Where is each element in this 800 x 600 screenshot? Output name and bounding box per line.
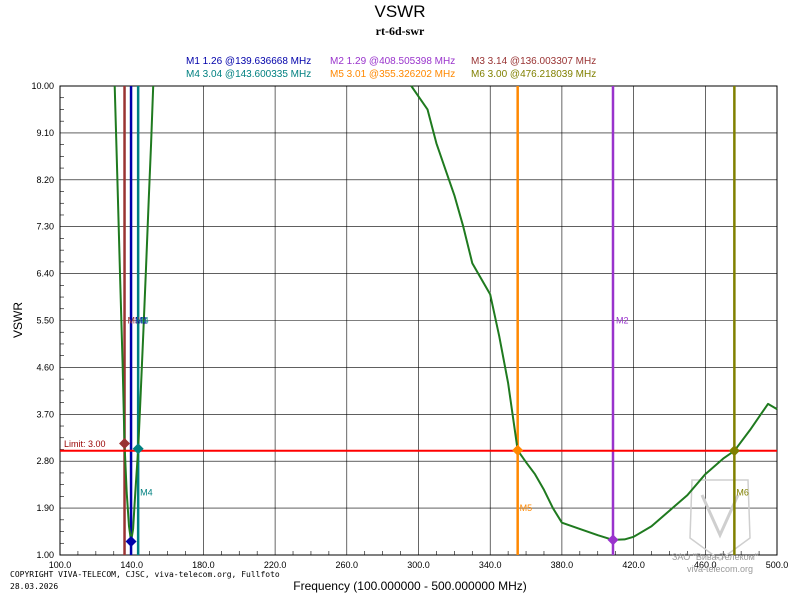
- grid: [59, 85, 778, 556]
- limit-group: Limit: 3.00: [60, 439, 777, 452]
- x-tick-label: 220.0: [264, 560, 287, 570]
- y-tick-label: 10.00: [31, 81, 54, 91]
- limit-label: Limit: 3.00: [64, 439, 106, 449]
- plot-label-m5: M5: [520, 503, 533, 513]
- vswr-series-line: [113, 85, 155, 543]
- vswr-series-line: [410, 85, 778, 541]
- plot-label-m4: M4: [140, 487, 153, 497]
- x-tick-label: 260.0: [336, 560, 359, 570]
- plot-label-m1: M1: [135, 316, 148, 326]
- legend-entry: M2 1.29 @408.505398 MHz: [330, 56, 455, 67]
- y-tick-label: 6.40: [36, 269, 54, 279]
- footer-copyright: COPYRIGHT VIVA-TELECOM, CJSC, viva-telec…: [10, 570, 280, 579]
- watermark-line1: ЗАО "Вива-Телеком": [672, 552, 758, 562]
- plot-label-m2: M2: [616, 316, 629, 326]
- y-tick-label: 4.60: [36, 362, 54, 372]
- y-tick-label: 1.00: [36, 550, 54, 560]
- marker-point-m2: [607, 534, 619, 546]
- x-tick-label: 180.0: [192, 560, 215, 570]
- x-tick-label: 460.0: [694, 560, 717, 570]
- x-tick-label: 380.0: [551, 560, 574, 570]
- x-tick-label: 500.0: [766, 560, 789, 570]
- x-tick-label: 340.0: [479, 560, 502, 570]
- series-group: [113, 85, 778, 543]
- watermark-line2: viva-telecom.org: [687, 564, 753, 574]
- plot-label-m4: M4: [136, 316, 149, 326]
- marker-legend: M1 1.26 @139.636668 MHz M2 1.29 @408.5053…: [186, 56, 596, 80]
- footer-date: 28.03.2026: [10, 582, 58, 591]
- marker-point-m3: [119, 437, 131, 449]
- legend-entry: M3 3.14 @136.003307 MHz: [471, 56, 596, 67]
- watermark-v-icon: [700, 494, 740, 539]
- y-tick-label: 9.10: [36, 128, 54, 138]
- plot-label-m6: M6: [736, 487, 749, 497]
- y-tick-label: 2.80: [36, 456, 54, 466]
- marker-point-m6: [728, 445, 740, 457]
- x-axis-label: Frequency (100.000000 - 500.000000 MHz): [293, 579, 526, 593]
- x-tick-label: 100.0: [49, 560, 72, 570]
- chart-subtitle: rt-6d-swr: [376, 24, 425, 38]
- legend-entry: M1 1.26 @139.636668 MHz: [186, 56, 311, 67]
- x-tick-label: 140.0: [120, 560, 143, 570]
- y-axis-label: VSWR: [11, 302, 25, 338]
- y-tick-labels: 1.00 1.90 2.80 3.70 4.60 5.50 6.40 7.30 8.20 9.10…: [31, 81, 54, 560]
- y-tick-label: 8.20: [36, 175, 54, 185]
- x-tick-label: 300.0: [407, 560, 430, 570]
- y-tick-label: 7.30: [36, 222, 54, 232]
- marker-point-m4: [132, 443, 144, 455]
- plot-frame: [59, 85, 778, 556]
- x-tick-labels: 100.0 140.0 180.0 220.0 260.0 300.0 340.0 380.0…: [49, 560, 789, 570]
- marker-points: [119, 437, 740, 547]
- y-tick-label: 5.50: [36, 316, 54, 326]
- x-tick-label: 420.0: [622, 560, 645, 570]
- chart-title: VSWR: [375, 2, 426, 21]
- legend-entry: M4 3.04 @143.600335 MHz: [186, 69, 311, 80]
- legend-entry: M6 3.00 @476.218039 MHz: [471, 69, 596, 80]
- marker-lines: [123, 86, 736, 555]
- legend-entry: M5 3.01 @355.326202 MHz: [330, 69, 455, 80]
- plot-label-m3: M3: [128, 316, 141, 326]
- marker-point-m5: [512, 444, 524, 456]
- y-tick-label: 1.90: [36, 503, 54, 513]
- marker-point-m1: [125, 535, 137, 547]
- y-tick-label: 3.70: [36, 409, 54, 419]
